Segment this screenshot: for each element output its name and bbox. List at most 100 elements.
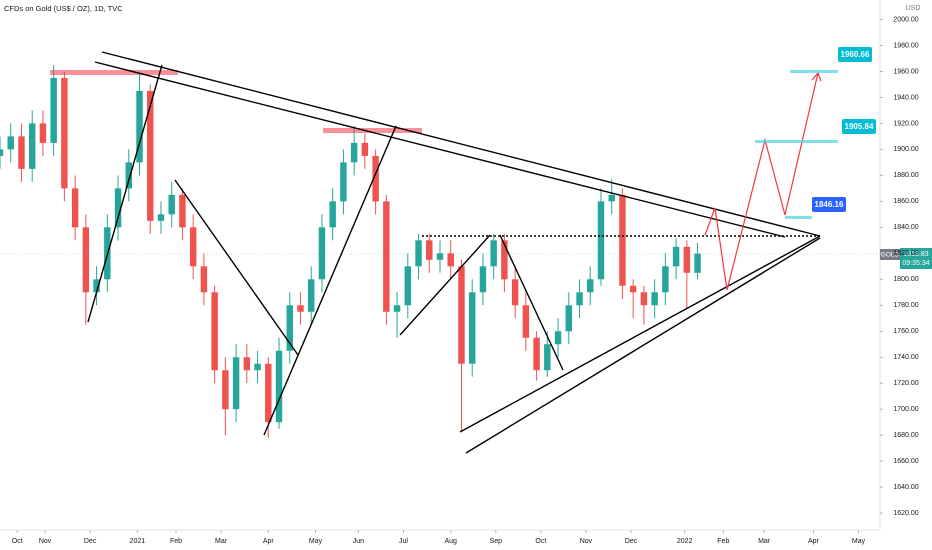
y-tick-label: 1740.00: [893, 354, 918, 361]
target-zone: [785, 216, 812, 219]
x-tick-label: Jun: [353, 538, 364, 545]
candle-body: [544, 344, 551, 371]
candle-body: [50, 77, 57, 143]
candle-body: [608, 194, 615, 202]
y-tick-label: 1660.00: [893, 458, 918, 465]
candle-body: [576, 292, 583, 306]
candle-body: [629, 285, 637, 293]
y-tick-label: 1980.00: [893, 42, 918, 49]
candle-body: [71, 188, 79, 228]
candle-body: [651, 292, 658, 306]
y-tick-label: 1720.00: [893, 380, 918, 387]
target-zone: [790, 70, 838, 73]
target-label-box: [838, 47, 872, 62]
target-label: 1846.16: [815, 200, 844, 209]
x-tick-label: Mar: [758, 538, 771, 545]
trend-line: [465, 237, 821, 454]
y-tick-label: 1860.00: [893, 198, 918, 205]
candle-body: [189, 227, 197, 267]
candle-body: [7, 136, 14, 150]
trend-line: [87, 64, 163, 323]
candle-body: [522, 305, 530, 338]
candle-body: [82, 227, 90, 293]
trend-line: [399, 234, 491, 336]
trend-line: [94, 61, 786, 238]
y-tick-label: 1920.00: [893, 120, 918, 127]
trend-line: [499, 234, 564, 371]
candle-body: [383, 201, 390, 312]
candle-body: [619, 194, 626, 286]
x-tick-label: Dec: [625, 538, 638, 545]
x-tick-label: Feb: [717, 538, 729, 545]
trend-line: [459, 235, 821, 433]
candle-body: [694, 253, 701, 273]
y-tick-label: 1900.00: [893, 146, 918, 153]
candle-body: [565, 305, 572, 332]
candle-body: [533, 337, 540, 371]
candle-body: [468, 292, 476, 364]
y-tick-label: 1680.00: [893, 432, 918, 439]
y-tick-label: 1700.00: [893, 406, 918, 413]
x-tick-label: Oct: [535, 538, 546, 545]
y-tick-label: 1880.00: [893, 172, 918, 179]
candle-body: [458, 266, 465, 364]
candle-body: [490, 240, 497, 267]
y-tick-label: 1760.00: [893, 328, 918, 335]
symbol-label: GOLD: [881, 252, 900, 259]
candle-body: [501, 240, 508, 280]
candle-body: [662, 266, 669, 293]
y-tick-label: 1620.00: [893, 510, 918, 517]
x-tick-label: Aug: [444, 538, 457, 545]
x-tick-label: 2021: [130, 538, 146, 545]
candle-body: [318, 227, 326, 280]
x-tick-label: Mar: [215, 538, 228, 545]
candle-body: [404, 266, 412, 306]
target-label: 1905.84: [845, 122, 874, 131]
y-tick-label: 2000.00: [893, 16, 918, 23]
candle-body: [18, 136, 25, 169]
y-tick-label: 1840.00: [893, 224, 918, 231]
candle-body: [114, 188, 122, 228]
y-tick-label: 1800.00: [893, 276, 918, 283]
x-tick-label: Oct: [12, 538, 23, 545]
candle-body: [211, 292, 218, 371]
x-tick-label: Apr: [263, 538, 275, 545]
candle-body: [683, 246, 691, 273]
candle-body: [350, 142, 358, 163]
candle-body: [511, 279, 519, 306]
candle-body: [200, 266, 208, 293]
y-tick-label: 1940.00: [893, 94, 918, 101]
candle-body: [39, 123, 47, 143]
target-label-box: [842, 119, 876, 134]
candle-body: [93, 279, 100, 293]
currency-label: USD: [906, 5, 921, 12]
trend-line: [101, 51, 821, 237]
x-tick-label: May: [852, 538, 866, 545]
x-tick-label: Nov: [580, 538, 593, 545]
candle-body: [361, 142, 369, 156]
candle-body: [308, 279, 315, 312]
candle-body: [597, 201, 605, 280]
x-tick-label: Feb: [170, 538, 182, 545]
y-tick-label: 1640.00: [893, 484, 918, 491]
resistance-zone: [50, 70, 178, 75]
candle-body: [436, 253, 444, 260]
y-tick-label: 1820.00: [893, 250, 918, 257]
y-tick-label: 1780.00: [893, 302, 918, 309]
candle-body: [372, 155, 379, 202]
target-zone: [755, 140, 838, 143]
candle-body: [426, 240, 433, 260]
candle-body: [587, 279, 594, 293]
target-label-box: [812, 197, 846, 212]
projection-path: [704, 72, 819, 291]
countdown-label: 09:35:34: [902, 260, 929, 267]
candle-body: [393, 305, 401, 312]
x-tick-label: Apr: [808, 538, 820, 545]
candle-body: [415, 240, 422, 267]
candle-body: [61, 77, 68, 189]
candle-body: [125, 162, 132, 189]
x-tick-label: Sep: [490, 538, 503, 545]
